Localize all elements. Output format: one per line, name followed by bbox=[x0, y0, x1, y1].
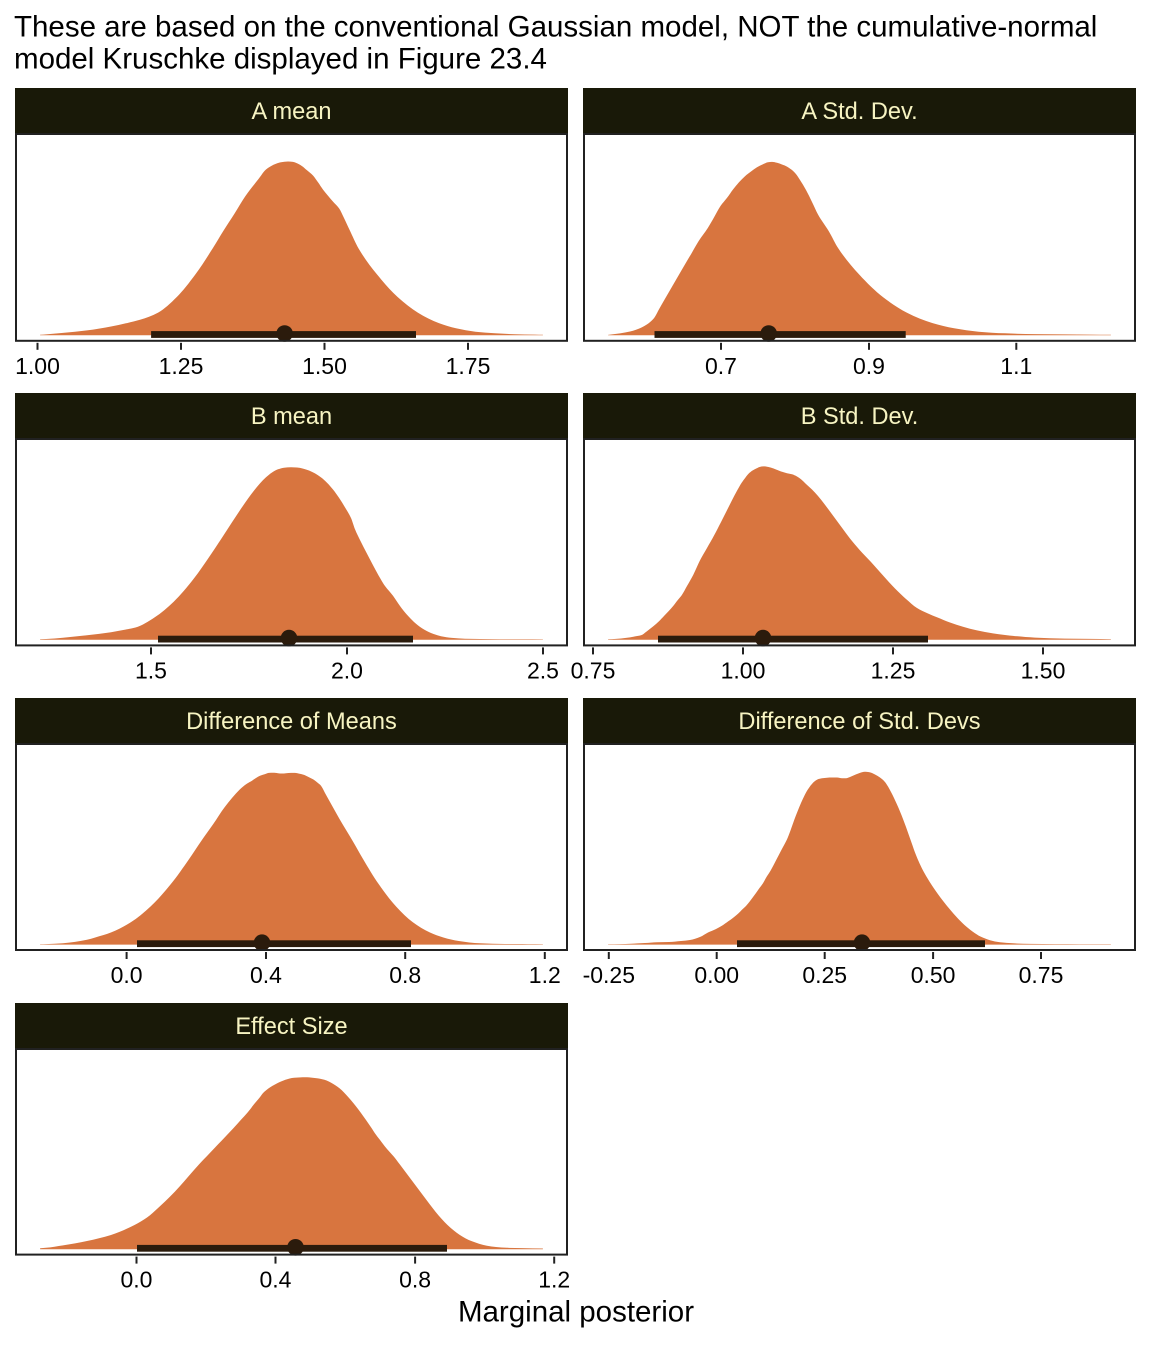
svg-text:1.00: 1.00 bbox=[15, 353, 60, 379]
svg-text:0.7: 0.7 bbox=[705, 353, 737, 379]
svg-text:B mean: B mean bbox=[251, 404, 332, 430]
svg-text:0.75: 0.75 bbox=[571, 657, 616, 683]
svg-text:0.4: 0.4 bbox=[260, 1267, 292, 1293]
svg-text:Difference of Std. Devs: Difference of Std. Devs bbox=[738, 709, 980, 735]
svg-text:1.2: 1.2 bbox=[529, 962, 561, 988]
svg-text:0.9: 0.9 bbox=[853, 353, 885, 379]
svg-text:1.25: 1.25 bbox=[871, 657, 916, 683]
svg-text:Marginal posterior: Marginal posterior bbox=[458, 1296, 694, 1329]
svg-text:-0.25: -0.25 bbox=[583, 962, 635, 988]
svg-text:Difference of Means: Difference of Means bbox=[186, 709, 397, 735]
svg-text:0.8: 0.8 bbox=[389, 962, 421, 988]
svg-text:0.0: 0.0 bbox=[111, 962, 143, 988]
svg-text:0.00: 0.00 bbox=[694, 962, 739, 988]
svg-text:1.25: 1.25 bbox=[159, 353, 204, 379]
svg-text:These are based on the convent: These are based on the conventional Gaus… bbox=[14, 11, 1097, 44]
svg-text:1.1: 1.1 bbox=[1000, 353, 1032, 379]
svg-text:0.25: 0.25 bbox=[802, 962, 847, 988]
svg-text:A Std. Dev.: A Std. Dev. bbox=[801, 99, 917, 125]
svg-text:A mean: A mean bbox=[251, 99, 331, 125]
svg-text:1.5: 1.5 bbox=[135, 657, 167, 683]
svg-text:0.75: 0.75 bbox=[1019, 962, 1064, 988]
svg-text:0.4: 0.4 bbox=[250, 962, 282, 988]
svg-text:1.00: 1.00 bbox=[721, 657, 766, 683]
svg-text:1.50: 1.50 bbox=[1021, 657, 1066, 683]
svg-text:0.50: 0.50 bbox=[911, 962, 956, 988]
svg-text:0.0: 0.0 bbox=[121, 1267, 153, 1293]
svg-text:Effect Size: Effect Size bbox=[235, 1014, 347, 1040]
svg-text:model Kruschke displayed in Fi: model Kruschke displayed in Figure 23.4 bbox=[14, 43, 547, 76]
svg-text:0.8: 0.8 bbox=[399, 1267, 431, 1293]
svg-text:1.2: 1.2 bbox=[538, 1267, 570, 1293]
svg-text:1.75: 1.75 bbox=[446, 353, 491, 379]
svg-text:1.50: 1.50 bbox=[302, 353, 347, 379]
svg-text:2.0: 2.0 bbox=[331, 657, 363, 683]
svg-text:2.5: 2.5 bbox=[527, 657, 559, 683]
svg-text:B Std. Dev.: B Std. Dev. bbox=[801, 404, 919, 430]
